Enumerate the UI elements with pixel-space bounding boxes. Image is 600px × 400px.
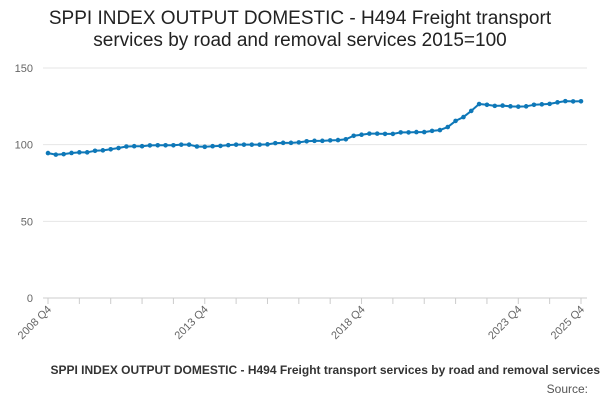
data-point[interactable] [343, 137, 349, 142]
data-point[interactable] [139, 143, 145, 149]
data-point[interactable] [273, 140, 278, 146]
data-point[interactable] [124, 144, 129, 149]
data-point[interactable] [523, 104, 529, 109]
source-label: Source: [546, 382, 588, 396]
data-point[interactable] [531, 102, 537, 108]
data-point[interactable] [563, 98, 568, 104]
data-point[interactable] [225, 142, 231, 148]
legend-label: SPPI INDEX OUTPUT DOMESTIC - H494 Freigh… [50, 363, 600, 377]
data-point[interactable] [131, 143, 137, 149]
data-point[interactable] [374, 131, 380, 136]
data-point[interactable] [108, 146, 114, 152]
data-point[interactable] [547, 101, 552, 107]
data-point[interactable] [335, 137, 341, 143]
data-point[interactable] [351, 133, 356, 139]
data-point[interactable] [570, 99, 576, 104]
y-tick-label: 50 [21, 216, 33, 228]
data-point[interactable] [218, 143, 223, 149]
y-tick-label: 0 [27, 293, 33, 305]
y-axis-labels: 0 50 100 150 [15, 63, 33, 305]
data-point[interactable] [406, 130, 411, 135]
data-point[interactable] [515, 104, 521, 109]
data-point[interactable] [61, 151, 66, 157]
data-point[interactable] [296, 140, 302, 145]
x-tick-label: 2023 Q4 [486, 304, 524, 342]
data-point[interactable] [53, 152, 59, 157]
x-tick-label: 2018 Q4 [329, 304, 367, 342]
data-point[interactable] [241, 142, 247, 147]
data-point[interactable] [320, 138, 325, 144]
data-point[interactable] [304, 138, 309, 144]
data-point[interactable] [155, 142, 161, 148]
data-point[interactable] [421, 129, 427, 135]
x-tick-label: 2008 Q4 [16, 304, 54, 342]
series-layer [45, 98, 584, 157]
data-point[interactable] [92, 148, 98, 154]
x-tick-label: 2013 Q4 [173, 304, 211, 342]
data-point[interactable] [202, 144, 208, 150]
y-tick-label: 150 [15, 63, 33, 75]
data-point[interactable] [100, 148, 106, 153]
data-point[interactable] [45, 150, 51, 156]
data-point[interactable] [414, 129, 419, 135]
x-axis [47, 298, 582, 304]
data-point[interactable] [116, 145, 121, 151]
data-point[interactable] [437, 127, 443, 133]
data-point[interactable] [476, 101, 482, 107]
data-point[interactable] [249, 142, 255, 147]
data-point[interactable] [280, 140, 286, 146]
data-point[interactable] [468, 108, 474, 114]
x-axis-labels: 2008 Q4 2013 Q4 2018 Q4 2023 Q4 2025 Q4 [16, 304, 587, 342]
data-point[interactable] [453, 118, 458, 124]
data-point[interactable] [69, 150, 74, 156]
data-point[interactable] [359, 132, 364, 137]
data-point[interactable] [461, 114, 466, 120]
chart-title-line-2: services by road and removal services 20… [93, 30, 507, 51]
data-point[interactable] [382, 131, 388, 137]
data-point[interactable] [327, 138, 333, 143]
chart-title: SPPI INDEX OUTPUT DOMESTIC - H494 Freigh… [0, 8, 600, 52]
legend: SPPI INDEX OUTPUT DOMESTIC - H494 Freigh… [0, 363, 600, 381]
data-point[interactable] [257, 142, 262, 147]
data-point[interactable] [288, 140, 294, 146]
gridlines [43, 67, 587, 299]
data-point[interactable] [147, 143, 153, 148]
data-point[interactable] [555, 100, 560, 105]
data-point[interactable] [194, 144, 200, 149]
data-point[interactable] [186, 142, 192, 147]
data-point[interactable] [171, 142, 176, 148]
data-point[interactable] [312, 138, 317, 144]
data-point[interactable] [178, 142, 184, 147]
y-tick-label: 100 [15, 140, 33, 152]
data-point[interactable] [578, 98, 584, 104]
data-point[interactable] [539, 102, 545, 107]
data-point[interactable] [390, 131, 396, 137]
data-point[interactable] [210, 143, 215, 149]
chart-title-line-1: SPPI INDEX OUTPUT DOMESTIC - H494 Freigh… [48, 8, 552, 29]
data-point[interactable] [163, 142, 168, 148]
data-point[interactable] [367, 131, 372, 136]
data-point[interactable] [398, 130, 404, 135]
data-point[interactable] [84, 150, 90, 155]
data-point[interactable] [492, 103, 498, 109]
data-point[interactable] [508, 104, 513, 109]
data-point[interactable] [500, 103, 505, 108]
data-point[interactable] [265, 142, 270, 147]
data-point[interactable] [429, 128, 435, 134]
data-point[interactable] [77, 150, 82, 155]
data-point[interactable] [484, 102, 490, 108]
data-point[interactable] [445, 124, 451, 130]
data-point[interactable] [233, 142, 239, 147]
x-tick-label: 2025 Q4 [549, 304, 587, 342]
